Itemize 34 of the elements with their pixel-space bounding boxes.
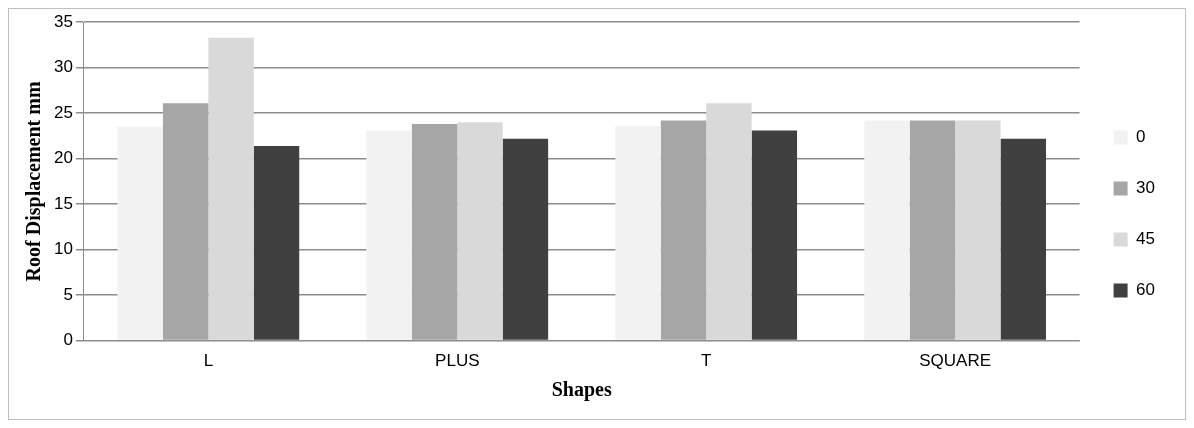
bar (909, 120, 956, 340)
y-tick-label: 0 (63, 330, 73, 350)
bar (751, 130, 798, 340)
x-tick-label: T (701, 351, 712, 371)
legend-label: 30 (1136, 178, 1156, 198)
y-axis-title: Roof Displacement mm (22, 81, 46, 282)
bar (864, 120, 910, 340)
y-tick-label: 35 (53, 11, 73, 31)
bar (660, 120, 707, 340)
x-axis-title: Shapes (551, 378, 612, 402)
bar (208, 37, 254, 340)
bar (366, 130, 412, 340)
y-tick-label: 25 (53, 102, 73, 122)
bar (411, 124, 458, 340)
bar (117, 126, 163, 340)
bar (706, 103, 752, 340)
bar (457, 122, 503, 340)
bar (955, 120, 1001, 340)
y-tick-label: 15 (53, 193, 73, 213)
bar (1000, 138, 1046, 340)
y-tick-label: 20 (53, 148, 73, 168)
x-tick-label: L (203, 351, 214, 371)
bar (162, 103, 209, 340)
bar (502, 138, 549, 340)
y-tick-label: 10 (53, 239, 73, 259)
x-tick-label: SQUARE (919, 351, 992, 371)
legend-label: 45 (1136, 229, 1156, 249)
bar (615, 125, 661, 340)
legend-label: 60 (1136, 280, 1156, 300)
y-tick-label: 5 (63, 284, 73, 304)
y-tick-label: 30 (53, 57, 73, 77)
legend-label: 0 (1136, 127, 1146, 147)
bar (253, 145, 300, 340)
x-tick-label: PLUS (435, 351, 480, 371)
